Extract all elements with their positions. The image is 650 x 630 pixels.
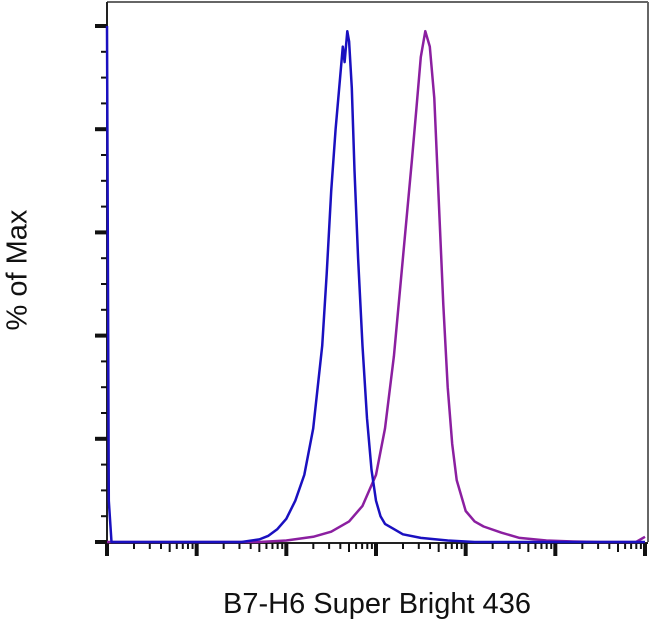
- axis-ticks: [95, 24, 647, 556]
- histogram-curves: [105, 25, 646, 544]
- x-axis-title: B7-H6 Super Bright 436: [223, 588, 531, 620]
- y-axis-title: % of Max: [1, 209, 34, 331]
- histogram-series: [105, 25, 645, 544]
- histogram-series: [107, 29, 646, 544]
